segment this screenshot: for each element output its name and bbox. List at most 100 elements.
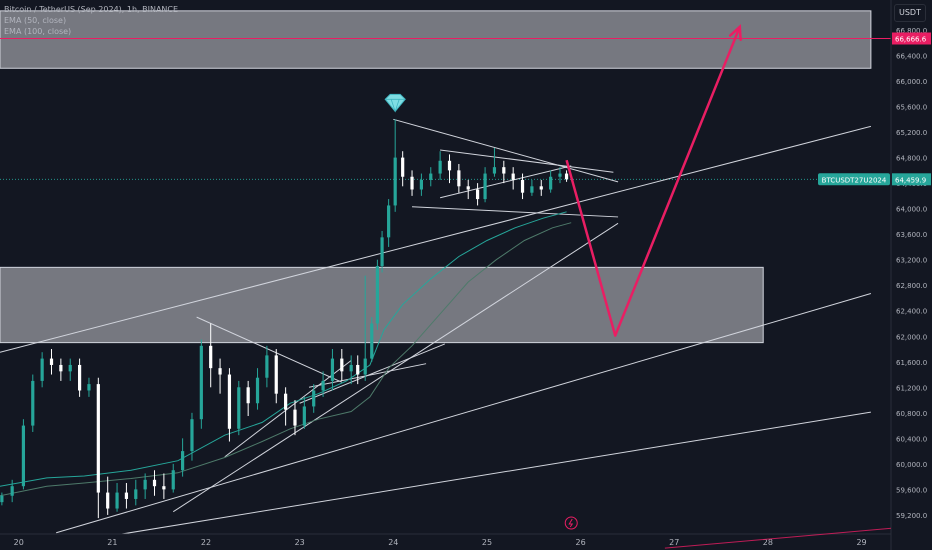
candle-body xyxy=(447,160,452,171)
candle-body xyxy=(293,409,297,426)
ema100-legend: EMA (100, close) xyxy=(4,27,72,36)
candle-body xyxy=(530,186,534,193)
candle-body xyxy=(312,390,316,407)
candle-body xyxy=(387,205,391,238)
time-tick-label: 29 xyxy=(856,538,866,547)
support-zone xyxy=(0,266,764,344)
candle-body xyxy=(115,492,119,509)
time-tick-label: 21 xyxy=(107,538,117,547)
candle-body xyxy=(143,479,147,490)
candle-body xyxy=(10,486,14,496)
time-tick-label: 26 xyxy=(576,538,586,547)
time-tick-label: 27 xyxy=(669,538,679,547)
candle-body xyxy=(549,176,553,190)
candle-body xyxy=(255,377,260,404)
rising-support-line xyxy=(172,222,619,513)
time-tick-label: 20 xyxy=(14,538,24,547)
candle-body xyxy=(321,380,325,391)
candle-body xyxy=(68,364,72,372)
time-tick-label: 24 xyxy=(388,538,398,547)
lightning-icon-bolt xyxy=(568,518,574,528)
ascending-line-2 xyxy=(299,343,446,404)
candle-body xyxy=(31,380,35,426)
candle-body xyxy=(274,355,278,394)
price-tick-label: 64,000.0 xyxy=(896,206,927,214)
candle-body xyxy=(363,358,367,375)
price-tick-label: 62,000.0 xyxy=(896,333,927,341)
price-tick-label: 63,200.0 xyxy=(896,257,927,265)
candle-body xyxy=(302,406,306,426)
candle-body xyxy=(349,364,353,372)
candle-body xyxy=(124,492,129,499)
triangle-top-line xyxy=(393,118,619,183)
candle-body xyxy=(502,167,506,174)
candle-body xyxy=(438,160,442,174)
wedge-lower-line xyxy=(224,360,352,458)
price-tick-label: 60,000.0 xyxy=(896,461,927,469)
price-tick-label: 60,800.0 xyxy=(896,410,927,418)
candle-body xyxy=(106,492,110,509)
price-tick-label: 59,600.0 xyxy=(896,486,927,494)
diamond-icon-facets xyxy=(385,98,406,113)
price-tick-label: 60,400.0 xyxy=(896,435,927,443)
candle-body xyxy=(539,186,543,190)
candle-body xyxy=(59,364,63,372)
price-tick-label: 66,400.0 xyxy=(896,53,927,61)
last-price-value: 64,459.9 xyxy=(895,176,926,184)
candle-body xyxy=(330,358,335,381)
last-price-symbol-label: BTCUSDT27U2024 xyxy=(822,176,887,184)
time-tick-label: 28 xyxy=(763,538,773,547)
candle-body xyxy=(190,419,194,452)
candle-body xyxy=(21,425,26,487)
projection-arrowhead xyxy=(728,24,742,42)
candle-body xyxy=(380,237,384,267)
lower-channel-line xyxy=(56,293,872,534)
candle-body xyxy=(340,358,344,372)
candle-body xyxy=(520,179,525,193)
projection-path xyxy=(565,26,741,337)
candle-body xyxy=(134,489,138,499)
price-tick-label: 61,200.0 xyxy=(896,384,927,392)
currency-label[interactable]: USDT xyxy=(894,4,926,22)
candle-body xyxy=(375,266,379,324)
last-price-badge xyxy=(892,173,931,186)
price-tick-label: 65,600.0 xyxy=(896,104,927,112)
candle-body xyxy=(429,173,433,180)
candle-body xyxy=(558,173,562,177)
candle-body xyxy=(49,358,54,365)
target-price-badge xyxy=(892,32,931,45)
wedge-upper-line xyxy=(196,316,343,383)
candle-body xyxy=(209,345,213,369)
candle-body xyxy=(0,495,4,503)
price-tick-label: 62,400.0 xyxy=(896,308,927,316)
candle-body xyxy=(483,173,487,200)
candle-body xyxy=(181,451,185,471)
time-tick-label: 22 xyxy=(201,538,211,547)
ema50-line xyxy=(0,211,567,487)
bottom-support-line xyxy=(121,411,871,535)
candle-body xyxy=(265,355,269,378)
candle-body xyxy=(199,345,203,420)
ema100-line xyxy=(0,222,572,497)
price-tick-label: 66,800.0 xyxy=(896,27,927,35)
price-tick-label: 64,800.0 xyxy=(896,155,927,163)
price-tick-label: 61,600.0 xyxy=(896,359,927,367)
candle-body xyxy=(410,176,414,190)
flag-lower-line xyxy=(440,165,572,199)
price-tick-label: 59,200.0 xyxy=(896,512,927,520)
time-tick-label: 25 xyxy=(482,538,492,547)
candle-body xyxy=(218,368,222,375)
upper-channel-line xyxy=(0,125,872,353)
chart-legend: Bitcoin / TetherUS (Sep 2024), 1h, BINAN… xyxy=(4,4,178,37)
candle-body xyxy=(227,374,232,429)
candle-body xyxy=(511,173,515,180)
price-tick-label: 62,800.0 xyxy=(896,282,927,290)
candle-body xyxy=(370,323,374,359)
candle-body xyxy=(96,384,100,493)
future-pink-line xyxy=(664,527,892,549)
candle-body xyxy=(466,186,470,190)
candle-body xyxy=(171,470,175,490)
candle-body xyxy=(162,486,166,490)
